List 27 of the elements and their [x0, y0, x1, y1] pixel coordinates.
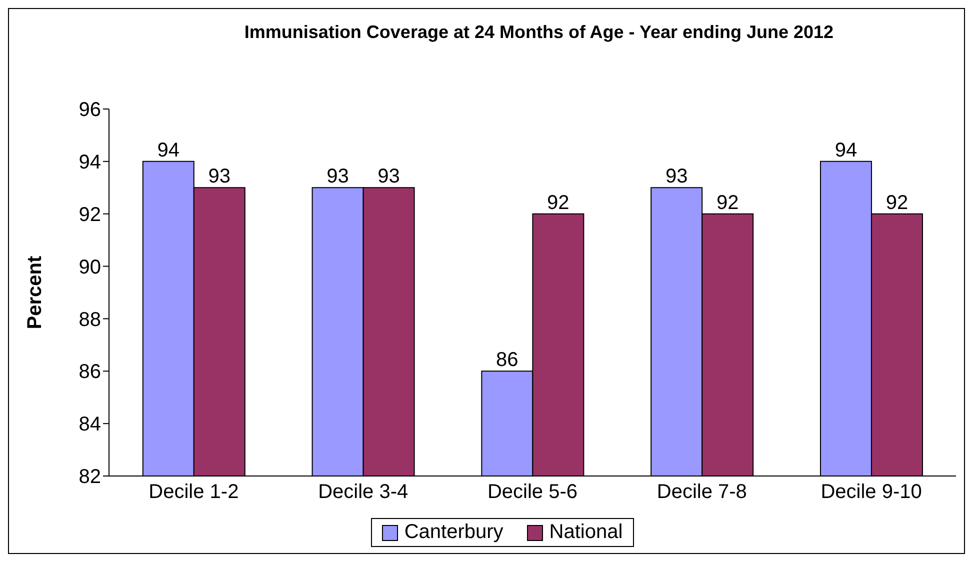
y-tick-label: 86 [78, 361, 101, 384]
x-tick-label: Decile 5-6 [487, 481, 578, 504]
y-tick-label: 88 [78, 308, 101, 331]
x-tick-label: Decile 9-10 [820, 481, 922, 504]
data-label: 94 [157, 139, 180, 162]
legend-label: National [548, 521, 623, 544]
y-tick-label: 90 [78, 256, 101, 278]
data-label: 92 [716, 192, 739, 214]
x-tick-label: Decile 3-4 [318, 481, 408, 504]
y-tick-label: 96 [78, 99, 101, 122]
y-tick-label: 84 [78, 414, 101, 436]
y-axis-title: Percent [24, 255, 46, 330]
data-label: 94 [834, 139, 858, 162]
chart-title: Immunisation Coverage at 24 Months of Age - Year ending June 2012 [243, 21, 835, 44]
data-label: 86 [496, 349, 518, 372]
data-label: 93 [378, 166, 400, 188]
x-tick-label: Decile 1-2 [148, 481, 239, 504]
y-tick-label: 94 [78, 152, 101, 174]
data-label: 93 [665, 166, 688, 188]
y-tick-label: 92 [78, 204, 101, 226]
data-label: 92 [547, 192, 570, 214]
data-label: 92 [886, 192, 908, 214]
x-tick-label: Decile 7-8 [656, 481, 747, 504]
data-label: 93 [208, 166, 231, 188]
data-label: 93 [326, 166, 349, 188]
legend-label: Canterbury [403, 521, 504, 544]
y-tick-label: 82 [78, 466, 101, 488]
